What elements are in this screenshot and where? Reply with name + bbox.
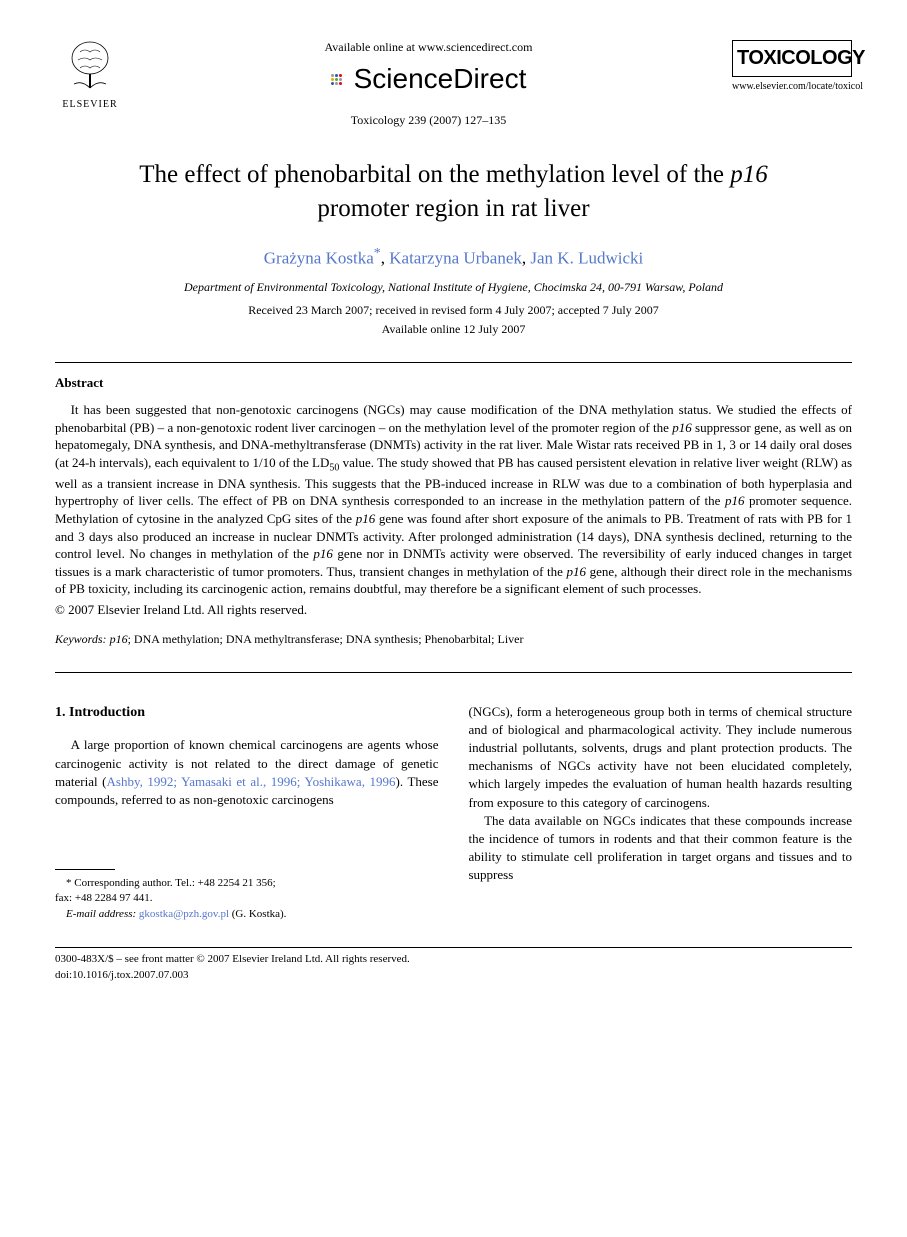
intro-paragraph-1: A large proportion of known chemical car…: [55, 736, 439, 809]
received-dates: Received 23 March 2007; received in revi…: [55, 303, 852, 318]
citation-link[interactable]: Ashby, 1992; Yamasaki et al., 1996; Yosh…: [107, 774, 396, 789]
elsevier-name: ELSEVIER: [55, 99, 125, 110]
corresponding-footnote: * Corresponding author. Tel.: +48 2254 2…: [55, 876, 439, 891]
column-left: 1. Introduction A large proportion of kn…: [55, 703, 439, 923]
rule-bottom: [55, 672, 852, 673]
abstract-heading: Abstract: [55, 375, 852, 391]
footnote-star: *: [66, 877, 72, 889]
title-italic: p16: [730, 161, 768, 188]
authors: Grażyna Kostka*, Katarzyna Urbanek, Jan …: [55, 246, 852, 269]
journal-name: TOXICOLOGY: [732, 40, 852, 77]
email-link[interactable]: gkostka@pzh.gov.pl: [139, 908, 229, 920]
column-right: (NGCs), form a heterogeneous group both …: [469, 703, 853, 923]
keywords-list: p16; DNA methylation; DNA methyltransfer…: [110, 632, 524, 646]
body-columns: 1. Introduction A large proportion of kn…: [55, 703, 852, 923]
corresponding-mark: *: [374, 246, 381, 261]
footnote-email: E-mail address: gkostka@pzh.gov.pl (G. K…: [55, 907, 439, 922]
keywords: Keywords: p16; DNA methylation; DNA meth…: [55, 632, 852, 647]
journal-logo-block: TOXICOLOGY www.elsevier.com/locate/toxic…: [732, 40, 852, 92]
footnote-fax: fax: +48 2284 97 441.: [55, 891, 439, 906]
online-date: Available online 12 July 2007: [55, 322, 852, 337]
footer-doi: doi:10.1016/j.tox.2007.07.003: [55, 968, 852, 983]
footer-line1: 0300-483X/$ – see front matter © 2007 El…: [55, 952, 852, 967]
section-heading-intro: 1. Introduction: [55, 703, 439, 723]
title-post: promoter region in rat liver: [317, 195, 589, 222]
journal-url: www.elsevier.com/locate/toxicol: [732, 81, 852, 92]
keywords-label: Keywords:: [55, 632, 107, 646]
affiliation: Department of Environmental Toxicology, …: [55, 280, 852, 295]
author-1[interactable]: Grażyna Kostka: [264, 248, 374, 267]
header: ELSEVIER Available online at www.science…: [55, 40, 852, 128]
rule-top: [55, 362, 852, 363]
available-online-text: Available online at www.sciencedirect.co…: [125, 40, 732, 55]
journal-reference: Toxicology 239 (2007) 127–135: [125, 113, 732, 128]
sciencedirect-logo: ScienceDirect: [125, 63, 732, 95]
elsevier-logo: ELSEVIER: [55, 40, 125, 110]
footer-rule: [55, 947, 852, 948]
abstract-body: It has been suggested that non-genotoxic…: [55, 401, 852, 598]
author-2[interactable]: Katarzyna Urbanek: [389, 248, 522, 267]
center-header: Available online at www.sciencedirect.co…: [125, 40, 732, 128]
intro-paragraph-3: The data available on NGCs indicates tha…: [469, 812, 853, 885]
article-title: The effect of phenobarbital on the methy…: [95, 158, 812, 226]
sciencedirect-text: ScienceDirect: [354, 63, 527, 95]
elsevier-tree-icon: [55, 40, 125, 97]
footnote-separator: [55, 869, 115, 870]
abstract-copyright: © 2007 Elsevier Ireland Ltd. All rights …: [55, 602, 852, 618]
title-pre: The effect of phenobarbital on the methy…: [139, 161, 730, 188]
sciencedirect-dots-icon: [331, 74, 342, 85]
author-3[interactable]: Jan K. Ludwicki: [530, 248, 643, 267]
intro-paragraph-2: (NGCs), form a heterogeneous group both …: [469, 703, 853, 812]
